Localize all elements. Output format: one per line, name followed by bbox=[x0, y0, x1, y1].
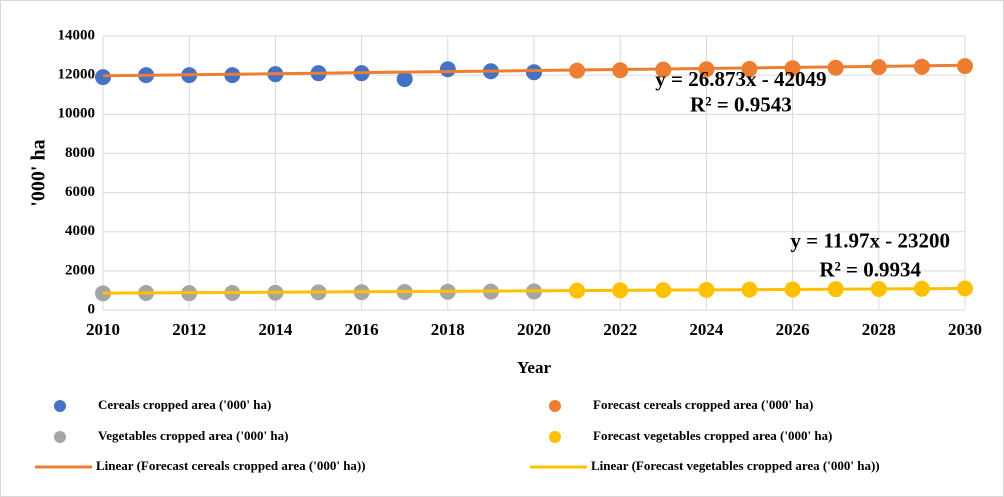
legend-marker bbox=[549, 400, 561, 412]
legend-marker bbox=[549, 431, 561, 443]
legend-label: Linear (Forecast cereals cropped area ('… bbox=[96, 458, 366, 473]
y-tick-label: 6000 bbox=[65, 184, 95, 200]
data-point bbox=[95, 285, 111, 302]
annotation: y = 26.873x - 42049 bbox=[655, 67, 826, 91]
legend-label: Vegetables cropped area ('000' ha) bbox=[98, 428, 288, 443]
data-point bbox=[396, 71, 413, 88]
x-tick-label: 2018 bbox=[431, 320, 465, 339]
x-tick-label: 2014 bbox=[258, 320, 293, 339]
annotation: y = 11.97x - 23200 bbox=[790, 228, 950, 252]
x-tick-label: 2026 bbox=[776, 320, 810, 339]
x-tick-label: 2016 bbox=[345, 320, 379, 339]
legend-label: Forecast cereals cropped area ('000' ha) bbox=[593, 397, 813, 412]
trend-line bbox=[102, 286, 966, 295]
x-tick-label: 2024 bbox=[689, 320, 724, 339]
y-tick-label: 2000 bbox=[65, 262, 95, 278]
data-point bbox=[957, 280, 973, 297]
y-tick-label: 8000 bbox=[65, 145, 95, 161]
y-tick-label: 12000 bbox=[58, 67, 96, 83]
x-tick-label: 2028 bbox=[862, 320, 896, 339]
legend-marker bbox=[54, 400, 66, 412]
data-point bbox=[95, 69, 111, 86]
x-axis-label: Year bbox=[517, 358, 551, 377]
legend-label: Cereals cropped area ('000' ha) bbox=[98, 397, 271, 412]
x-tick-label: 2030 bbox=[948, 320, 982, 339]
annotation: R² = 0.9543 bbox=[690, 92, 792, 116]
trend-line bbox=[102, 63, 966, 78]
x-tick-label: 2010 bbox=[86, 320, 120, 339]
y-tick-label: 10000 bbox=[58, 106, 96, 122]
y-tick-label: 4000 bbox=[65, 223, 95, 239]
legend-marker bbox=[54, 431, 66, 443]
y-tick-label: 14000 bbox=[58, 27, 96, 43]
legend-label: Forecast vegetables cropped area ('000' … bbox=[593, 428, 832, 443]
data-point bbox=[526, 64, 542, 81]
y-axis-label: '000' ha bbox=[28, 139, 50, 206]
x-tick-label: 2020 bbox=[517, 320, 551, 339]
legend-label: Linear (Forecast vegetables cropped area… bbox=[591, 458, 880, 473]
annotation: R² = 0.9934 bbox=[819, 258, 921, 282]
x-tick-label: 2022 bbox=[603, 320, 637, 339]
x-tick-label: 2012 bbox=[172, 320, 206, 339]
data-point bbox=[439, 61, 456, 78]
y-tick-label: 0 bbox=[88, 301, 96, 317]
